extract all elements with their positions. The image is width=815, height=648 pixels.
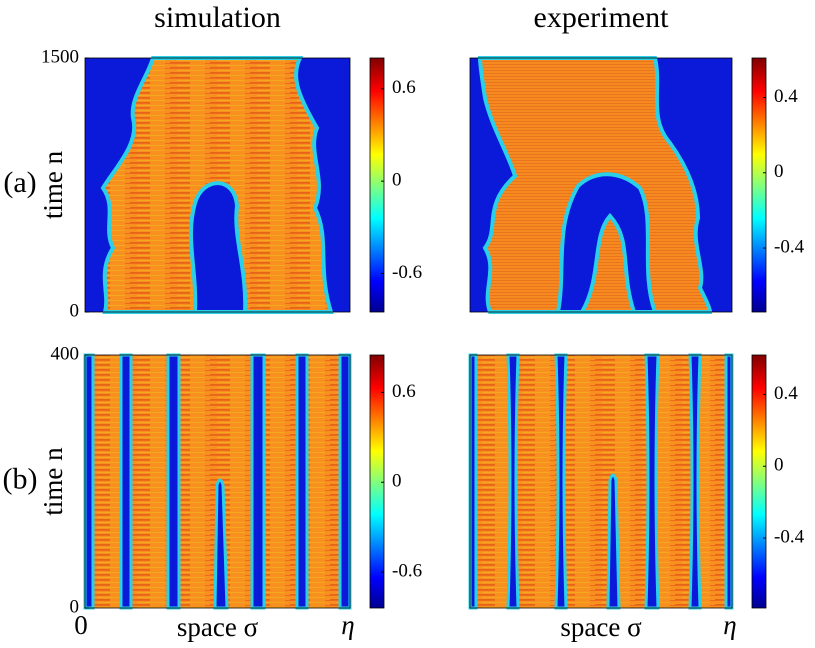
y-tick-label: 0 [70, 300, 80, 321]
y-tick-label: 1500 [41, 46, 79, 67]
colorbar-tick-label: -0.4 [774, 526, 805, 547]
y-axis-label: time n [38, 150, 68, 219]
heatmap-image [85, 56, 350, 314]
colorbar-tick-label: -0.4 [774, 236, 805, 257]
colorbar [751, 354, 767, 609]
x-tick-label: η [341, 610, 354, 640]
x-axis-label: space σ [560, 612, 642, 642]
colorbar-tick-label: 0.4 [774, 383, 798, 404]
x-tick-label: 0 [74, 610, 88, 640]
colorbar-tick-label: -0.6 [392, 262, 422, 283]
heatmap-image [468, 353, 734, 610]
colorbar-tick-label: 0 [392, 471, 402, 492]
colorbar [751, 57, 767, 313]
colorbar-tick-label: 0 [392, 170, 402, 191]
panel-label: (b) [3, 462, 38, 495]
y-tick-label: 0 [70, 596, 80, 617]
heatmap-image [470, 56, 732, 314]
x-tick-label: η [723, 610, 736, 640]
colorbar-tick-label: 0.4 [774, 86, 798, 107]
heatmap-image [83, 353, 352, 610]
panel-label: (a) [3, 166, 36, 199]
plot-frame [469, 57, 733, 313]
colorbar-tick-label: -0.6 [392, 560, 422, 581]
plot-frame [84, 57, 351, 313]
y-axis-label: time n [38, 447, 68, 516]
x-axis-label: space σ [177, 612, 259, 642]
colorbar-tick-label: 0.6 [392, 77, 416, 98]
colorbar-tick-label: 0 [774, 455, 784, 476]
y-tick-label: 400 [51, 343, 80, 364]
colorbar [369, 354, 385, 609]
colorbar-tick-label: 0.6 [392, 381, 416, 402]
panel-title: experiment [534, 1, 670, 34]
plot-frame [84, 354, 351, 609]
colorbar [369, 57, 385, 313]
plot-frame [469, 354, 733, 609]
panel-title: simulation [154, 1, 281, 34]
colorbar-tick-label: 0 [774, 161, 784, 182]
